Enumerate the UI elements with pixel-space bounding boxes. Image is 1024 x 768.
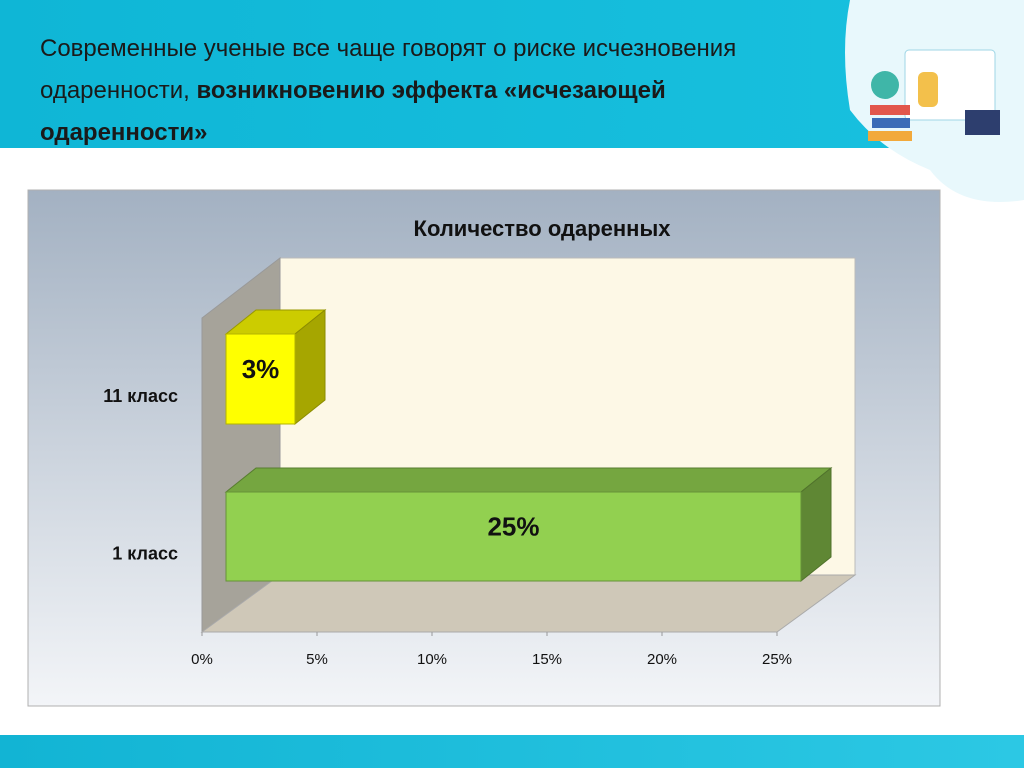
category-label: 11 класс — [103, 386, 178, 406]
x-tick-label: 5% — [306, 651, 328, 668]
illustration — [845, 0, 1024, 202]
x-tick-label: 10% — [417, 651, 447, 668]
x-tick-label: 0% — [191, 651, 213, 668]
header-plain: Современные ученые все чаще говорят о ри… — [40, 35, 737, 104]
bar — [225, 491, 802, 582]
category-label: 1 класс — [112, 543, 178, 563]
footer-band — [0, 735, 1024, 768]
floor — [200, 574, 857, 633]
data-label: 3% — [242, 354, 280, 384]
x-tick-label: 20% — [647, 651, 677, 668]
data-label: 25% — [487, 511, 539, 541]
header-bold: возникновению эффекта «исчезающей одарен… — [40, 77, 666, 146]
bar-top — [224, 467, 833, 493]
x-tick-label: 25% — [762, 651, 792, 668]
x-tick-label: 15% — [532, 651, 562, 668]
bar — [225, 333, 296, 425]
chart-title: Количество одаренных — [414, 216, 672, 241]
header-text: Современные ученые все чаще говорят о ри… — [40, 28, 800, 154]
